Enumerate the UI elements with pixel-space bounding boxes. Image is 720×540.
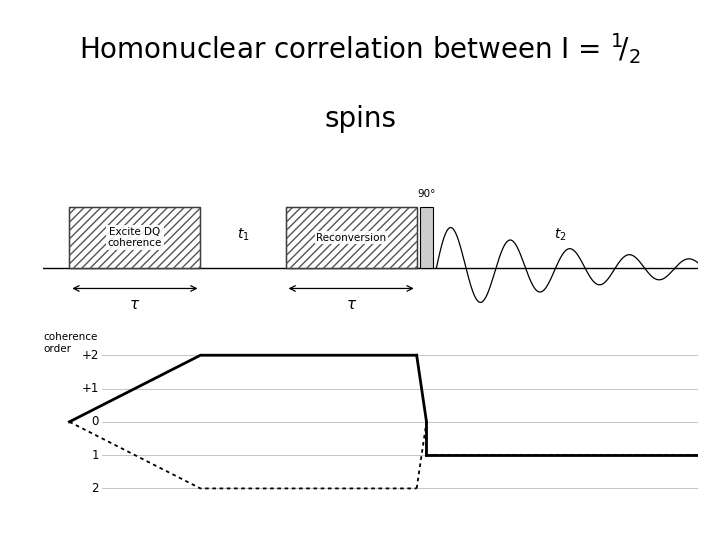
Bar: [286, 207, 417, 268]
Text: 2: 2: [91, 482, 99, 495]
Text: $t_2$: $t_2$: [554, 226, 567, 243]
Bar: [286, 207, 417, 268]
Text: +2: +2: [81, 349, 99, 362]
Text: $\tau$: $\tau$: [130, 298, 140, 313]
Bar: [69, 207, 200, 268]
Text: $t_1$: $t_1$: [237, 226, 249, 243]
Text: coherence
order: coherence order: [43, 332, 98, 354]
Text: Reconversion: Reconversion: [316, 233, 386, 242]
Bar: [69, 207, 200, 268]
Text: spins: spins: [324, 105, 396, 133]
Text: Excite DQ
coherence: Excite DQ coherence: [108, 227, 162, 248]
Text: 1: 1: [91, 449, 99, 462]
Text: 0: 0: [91, 415, 99, 428]
Text: +1: +1: [81, 382, 99, 395]
Text: Homonuclear correlation between I = $^1\!/_2$: Homonuclear correlation between I = $^1\…: [79, 32, 641, 66]
Text: 90°: 90°: [418, 189, 436, 199]
Bar: [420, 207, 433, 268]
Text: $\tau$: $\tau$: [346, 298, 357, 313]
